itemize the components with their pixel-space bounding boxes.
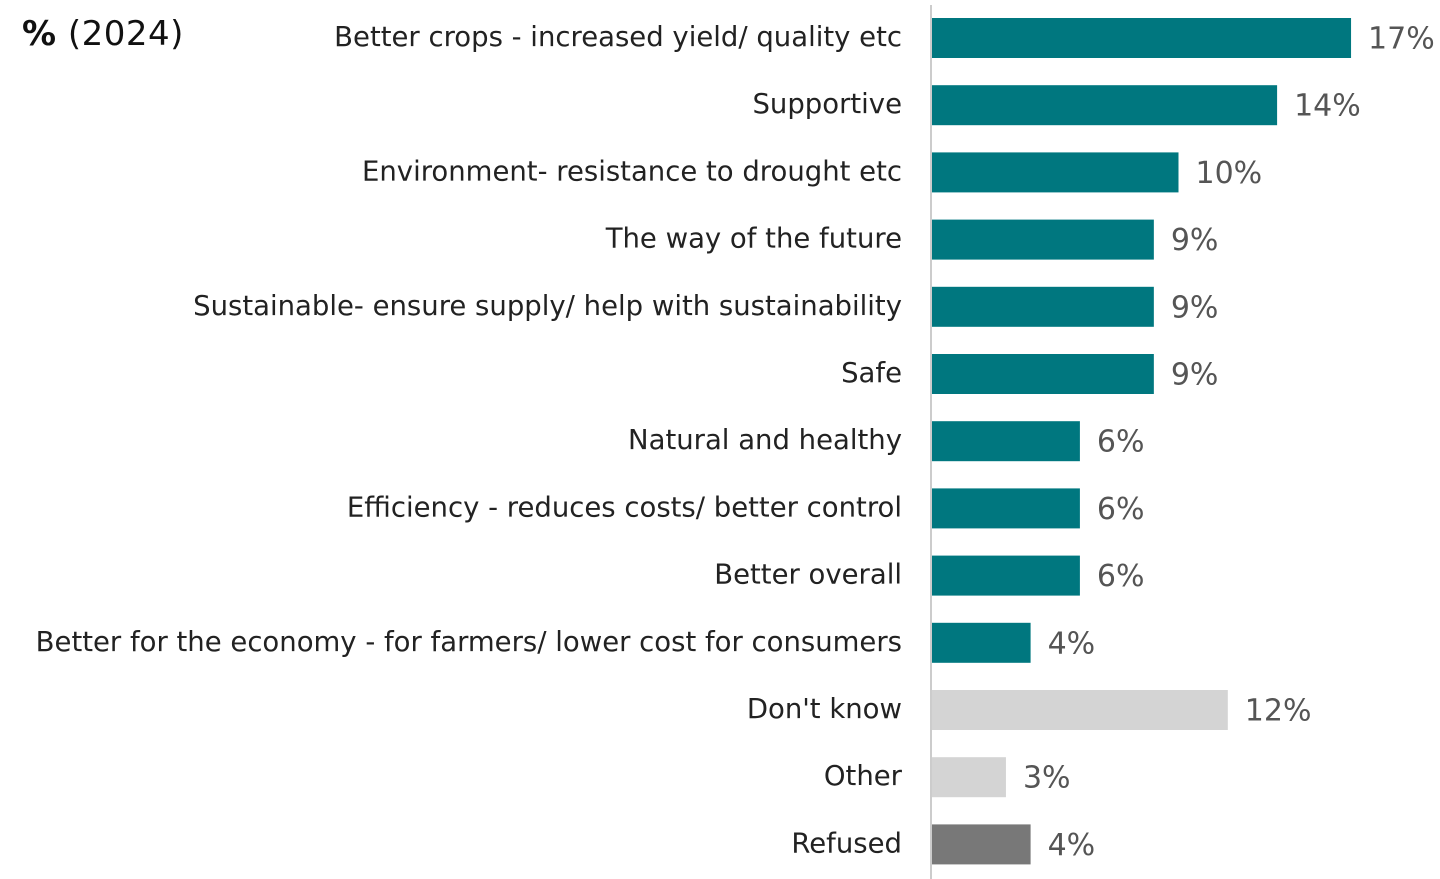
value-label: 9% <box>1171 223 1219 258</box>
category-label: Other <box>824 760 903 792</box>
category-label: Supportive <box>752 88 902 120</box>
bar <box>932 824 1031 865</box>
bar <box>932 555 1080 596</box>
value-label: 17% <box>1368 22 1435 57</box>
category-label: Better for the economy - for farmers/ lo… <box>36 626 902 658</box>
category-label: Don't know <box>747 693 902 725</box>
value-label: 9% <box>1171 290 1219 325</box>
chart-unit-label: % (2024) <box>22 14 184 54</box>
bar <box>932 18 1352 58</box>
category-label: Efficiency - reduces costs/ better contr… <box>347 491 902 523</box>
category-label: Sustainable- ensure supply/ help with su… <box>193 290 902 322</box>
bar <box>932 690 1228 730</box>
value-label: 14% <box>1294 89 1361 124</box>
bar <box>932 219 1154 260</box>
category-label: Better crops - increased yield/ quality … <box>334 21 902 53</box>
value-label: 6% <box>1097 559 1145 594</box>
value-label: 6% <box>1097 425 1145 460</box>
bar <box>932 622 1031 663</box>
bar <box>932 354 1154 394</box>
category-label: Natural and healthy <box>628 424 902 456</box>
value-label: 6% <box>1097 492 1145 527</box>
value-label: 10% <box>1196 156 1263 191</box>
value-label: 4% <box>1048 626 1096 661</box>
value-label: 12% <box>1245 694 1312 729</box>
value-label: 4% <box>1048 828 1096 863</box>
bar <box>932 152 1179 193</box>
category-label: Environment- resistance to drought etc <box>362 155 902 187</box>
bar <box>932 488 1080 529</box>
category-label: Better overall <box>714 559 902 591</box>
value-label: 3% <box>1023 761 1071 796</box>
unit-symbol: % <box>22 14 57 54</box>
category-label: Refused <box>791 827 902 859</box>
bar <box>932 85 1278 126</box>
category-label: Safe <box>841 357 902 389</box>
bar <box>932 286 1154 327</box>
category-label: The way of the future <box>605 223 902 255</box>
year-label: (2024) <box>67 14 184 54</box>
bar <box>932 757 1006 798</box>
value-label: 9% <box>1171 358 1219 393</box>
bar <box>932 421 1080 462</box>
